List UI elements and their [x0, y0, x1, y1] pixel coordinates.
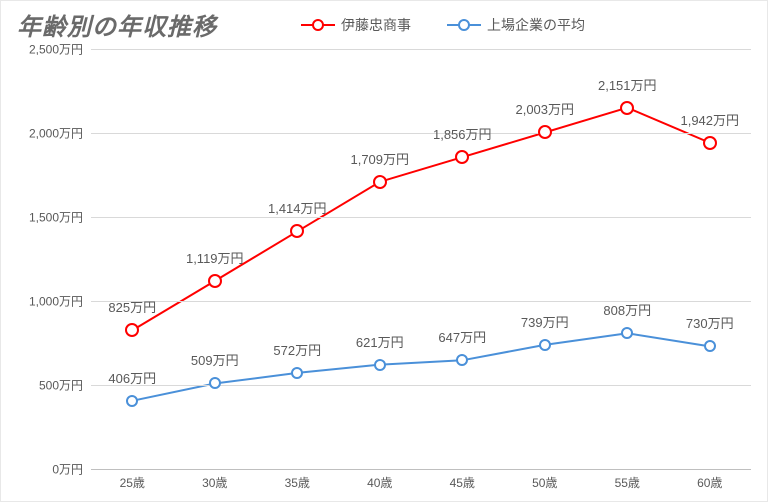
- data-point-s1: [538, 125, 552, 139]
- value-label-s2: 509万円: [191, 350, 239, 369]
- gridline: [91, 385, 751, 386]
- x-axis-label: 60歳: [697, 474, 722, 491]
- value-label-s2: 572万円: [273, 340, 321, 359]
- value-label-s1: 825万円: [108, 297, 156, 316]
- y-axis-label: 2,000万円: [29, 125, 83, 142]
- value-label-s2: 808万円: [603, 300, 651, 319]
- legend-label-series2: 上場企業の平均: [487, 15, 585, 35]
- legend-swatch-series1: [301, 18, 335, 32]
- value-label-s1: 1,414万円: [268, 198, 327, 217]
- y-axis-label: 1,000万円: [29, 293, 83, 310]
- legend-label-series1: 伊藤忠商事: [341, 15, 411, 35]
- legend-item-series2: 上場企業の平均: [447, 15, 585, 35]
- x-axis-label: 50歳: [532, 474, 557, 491]
- value-label-s2: 406万円: [108, 368, 156, 387]
- legend-swatch-series2: [447, 18, 481, 32]
- data-point-s2: [209, 377, 221, 389]
- x-axis-label: 40歳: [367, 474, 392, 491]
- series-line-s1: [132, 108, 710, 331]
- value-label-s2: 621万円: [356, 332, 404, 351]
- chart-container: 年齢別の年収推移 伊藤忠商事 上場企業の平均 0万円500万円1,000万円1,…: [0, 0, 768, 502]
- data-point-s2: [126, 395, 138, 407]
- gridline: [91, 49, 751, 50]
- data-point-s1: [620, 101, 634, 115]
- value-label-s1: 1,942万円: [680, 110, 739, 129]
- legend: 伊藤忠商事 上場企業の平均: [301, 15, 585, 35]
- gridline: [91, 217, 751, 218]
- data-point-s2: [456, 354, 468, 366]
- value-label-s2: 730万円: [686, 313, 734, 332]
- data-point-s1: [455, 150, 469, 164]
- value-label-s2: 739万円: [521, 312, 569, 331]
- y-axis-label: 500万円: [39, 377, 83, 394]
- gridline: [91, 301, 751, 302]
- data-point-s1: [125, 323, 139, 337]
- chart-title: 年齢別の年収推移: [17, 7, 217, 42]
- x-axis-baseline: [91, 469, 751, 470]
- x-axis-label: 30歳: [202, 474, 227, 491]
- value-label-s1: 2,003万円: [515, 99, 574, 118]
- value-label-s1: 1,119万円: [186, 248, 244, 267]
- data-point-s1: [703, 136, 717, 150]
- value-label-s1: 1,856万円: [433, 124, 492, 143]
- y-axis-label: 0万円: [52, 461, 83, 478]
- data-point-s2: [291, 367, 303, 379]
- data-point-s2: [539, 339, 551, 351]
- plot-area: 0万円500万円1,000万円1,500万円2,000万円2,500万円25歳3…: [91, 49, 751, 469]
- value-label-s2: 647万円: [438, 327, 486, 346]
- data-point-s1: [373, 175, 387, 189]
- x-axis-label: 45歳: [450, 474, 475, 491]
- data-point-s1: [208, 274, 222, 288]
- gridline: [91, 133, 751, 134]
- data-point-s2: [374, 359, 386, 371]
- data-point-s2: [704, 340, 716, 352]
- data-point-s2: [621, 327, 633, 339]
- value-label-s1: 2,151万円: [598, 75, 657, 94]
- y-axis-label: 2,500万円: [29, 41, 83, 58]
- y-axis-label: 1,500万円: [29, 209, 83, 226]
- x-axis-label: 55歳: [615, 474, 640, 491]
- x-axis-label: 35歳: [285, 474, 310, 491]
- legend-item-series1: 伊藤忠商事: [301, 15, 411, 35]
- data-point-s1: [290, 224, 304, 238]
- x-axis-label: 25歳: [120, 474, 145, 491]
- value-label-s1: 1,709万円: [350, 149, 409, 168]
